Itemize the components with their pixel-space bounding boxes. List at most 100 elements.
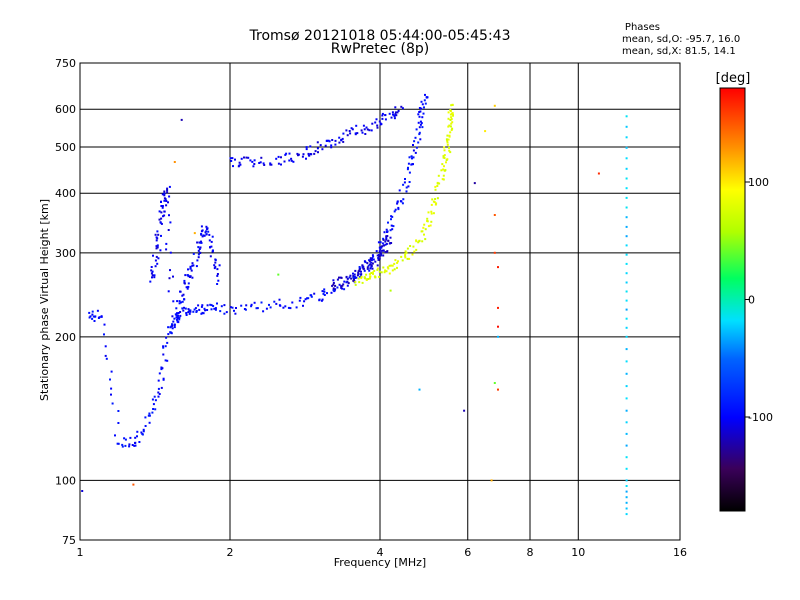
trace-point <box>625 167 628 170</box>
trace-point <box>323 294 326 296</box>
trace-point <box>180 301 182 304</box>
trace-point <box>156 246 159 249</box>
trace-point <box>289 307 292 310</box>
trace-point <box>327 139 330 142</box>
trace-point <box>163 214 166 217</box>
trace-point <box>210 304 213 307</box>
trace-point <box>179 314 182 317</box>
trace-point <box>625 281 628 284</box>
scatter-point <box>497 266 499 269</box>
trace-point <box>163 197 166 200</box>
trace-point <box>310 153 313 156</box>
trace-point <box>448 134 451 137</box>
trace-point <box>361 131 364 134</box>
trace-point <box>625 272 628 275</box>
trace-point <box>186 287 189 290</box>
trace-point <box>172 275 174 278</box>
trace-point <box>150 266 153 268</box>
trace-point <box>376 268 379 271</box>
trace-point <box>332 282 335 284</box>
trace-point <box>390 116 393 119</box>
trace-point <box>354 283 357 286</box>
trace-point <box>382 249 385 252</box>
trace-point <box>178 300 181 303</box>
y-tick-label: 100 <box>55 474 76 487</box>
trace-point <box>415 146 418 149</box>
trace-point <box>346 277 349 280</box>
trace-point <box>219 310 222 313</box>
trace-point <box>151 411 154 414</box>
trace-point <box>295 306 298 309</box>
scatter-point <box>497 388 499 391</box>
trace-point <box>269 163 272 166</box>
trace-point <box>625 485 628 487</box>
trace-point <box>374 276 377 279</box>
trace-point <box>448 146 450 149</box>
trace-point <box>429 224 432 227</box>
trace-point <box>450 118 453 121</box>
trace-point <box>350 127 353 130</box>
trace-point <box>214 261 217 264</box>
trace-point <box>163 210 166 213</box>
scatter-point <box>389 289 392 292</box>
trace-point <box>418 131 421 134</box>
trace-point <box>116 442 119 445</box>
trace-point <box>381 242 384 245</box>
trace-point <box>340 139 343 142</box>
colorbar-label: [deg] <box>716 71 751 86</box>
trace-point <box>392 113 394 116</box>
trace-point <box>243 308 246 310</box>
trace-point <box>360 275 363 278</box>
trace-point <box>148 414 151 417</box>
trace-point <box>340 276 343 279</box>
trace-point <box>368 277 371 280</box>
trace-point <box>229 157 232 160</box>
trace-point <box>625 397 628 400</box>
trace-point <box>167 333 170 336</box>
trace-point <box>418 239 421 242</box>
trace-point <box>262 310 265 313</box>
trace-point <box>385 228 388 231</box>
trace-point <box>192 252 195 255</box>
trace-point <box>381 112 384 115</box>
trace-point <box>200 241 203 244</box>
trace-point <box>402 198 405 201</box>
trace-point <box>307 297 310 300</box>
trace-point <box>434 203 437 206</box>
trace-point <box>212 305 215 307</box>
trace-point <box>187 268 189 271</box>
trace-point <box>436 185 439 187</box>
trace-point <box>147 414 150 417</box>
trace-point <box>179 290 182 293</box>
trace-point <box>401 202 404 205</box>
trace-point <box>150 269 153 272</box>
trace-point <box>396 202 399 205</box>
trace-point <box>171 324 174 327</box>
trace-point <box>396 200 399 203</box>
trace-point <box>216 268 219 271</box>
trace-point <box>262 162 265 165</box>
trace-point <box>435 202 438 205</box>
trace-point <box>223 304 226 307</box>
trace-point <box>383 271 386 274</box>
trace-point <box>374 121 377 124</box>
trace-point <box>410 163 413 166</box>
trace-point <box>168 185 171 188</box>
trace-point <box>375 250 378 253</box>
trace-point <box>447 138 450 141</box>
trace-point <box>321 148 324 151</box>
trace-point <box>151 276 153 279</box>
trace-point <box>406 168 409 171</box>
trace-point <box>185 286 188 289</box>
scatter-point <box>277 273 280 276</box>
trace-point <box>625 479 628 482</box>
trace-point <box>332 283 335 286</box>
trace-point <box>290 159 293 162</box>
trace-point <box>405 186 408 189</box>
trace-point <box>423 233 425 236</box>
trace-point <box>177 314 179 317</box>
trace-point <box>165 200 168 202</box>
trace-point <box>158 393 161 395</box>
trace-point <box>154 399 157 402</box>
trace-point <box>426 96 429 99</box>
